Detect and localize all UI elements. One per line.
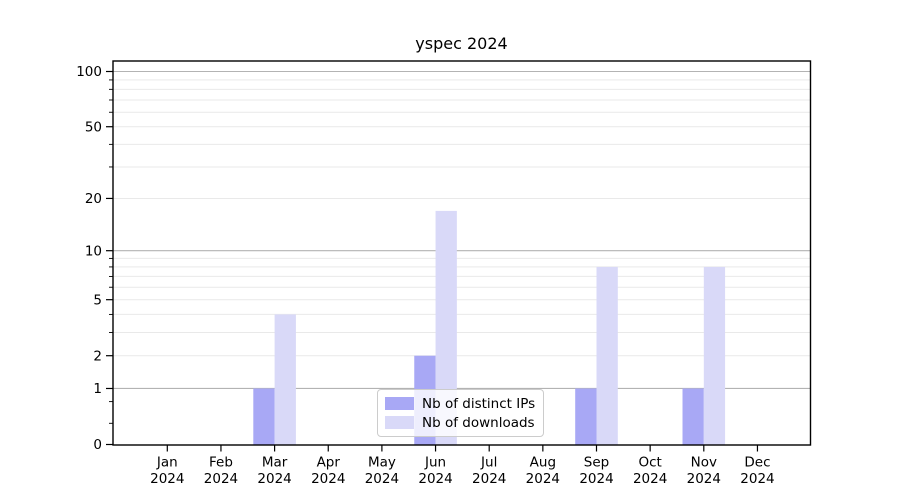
y-tick-label: 0 xyxy=(93,437,102,453)
x-tick-label-month: Jul xyxy=(480,455,497,471)
x-tick-label-year: 2024 xyxy=(311,471,345,487)
y-tick-label: 10 xyxy=(85,243,102,259)
y-tick-label: 2 xyxy=(93,348,102,364)
x-tick-label-month: Sep xyxy=(584,455,609,471)
x-tick-label-year: 2024 xyxy=(526,471,560,487)
plot-border xyxy=(112,60,812,446)
legend-item-distinct-ips: Nb of distinct IPs xyxy=(385,396,543,412)
bar-downloads-mar xyxy=(274,314,296,445)
x-tick-label-year: 2024 xyxy=(740,471,774,487)
y-tick-label: 100 xyxy=(76,64,102,80)
bar-distinct-ips-sep xyxy=(575,388,597,445)
x-tick-label-year: 2024 xyxy=(204,471,238,487)
bar-downloads-nov xyxy=(703,266,726,445)
bar-downloads-jun xyxy=(435,210,457,445)
x-tick-label-year: 2024 xyxy=(472,471,506,487)
y-tick-label: 50 xyxy=(85,119,102,135)
legend-swatch-downloads xyxy=(385,416,414,429)
x-tick-label-month: May xyxy=(368,455,396,471)
x-tick-label-year: 2024 xyxy=(687,471,721,487)
x-tick-label-month: Jan xyxy=(156,455,178,471)
x-tick-label-year: 2024 xyxy=(633,471,667,487)
x-tick-label-month: Dec xyxy=(744,455,770,471)
x-tick-label-year: 2024 xyxy=(150,471,184,487)
legend-label-downloads: Nb of downloads xyxy=(422,414,535,431)
bar-distinct-ips-mar xyxy=(253,388,275,445)
x-tick-label-year: 2024 xyxy=(257,471,291,487)
y-tick-label: 5 xyxy=(93,292,102,308)
bar-downloads-sep xyxy=(596,266,618,445)
legend: Nb of distinct IPs Nb of downloads xyxy=(377,389,544,437)
bar-distinct-ips-nov xyxy=(682,388,704,445)
legend-label-distinct-ips: Nb of distinct IPs xyxy=(422,395,536,412)
x-tick-label-year: 2024 xyxy=(418,471,452,487)
x-tick-label-month: Mar xyxy=(262,455,288,471)
x-tick-label-year: 2024 xyxy=(365,471,399,487)
x-tick-label-month: Feb xyxy=(209,455,233,471)
x-tick-label-month: Aug xyxy=(530,455,556,471)
x-tick-label-month: Nov xyxy=(691,455,717,471)
x-tick-label-year: 2024 xyxy=(579,471,613,487)
x-tick-label-month: Oct xyxy=(638,455,661,471)
legend-item-downloads: Nb of downloads xyxy=(385,415,543,431)
chart-title: yspec 2024 xyxy=(415,34,508,53)
y-tick-label: 1 xyxy=(93,381,102,397)
x-tick-label-month: Jun xyxy=(424,455,446,471)
x-tick-label-month: Apr xyxy=(317,455,341,471)
legend-swatch-distinct-ips xyxy=(385,397,414,410)
y-tick-label: 20 xyxy=(85,191,102,207)
